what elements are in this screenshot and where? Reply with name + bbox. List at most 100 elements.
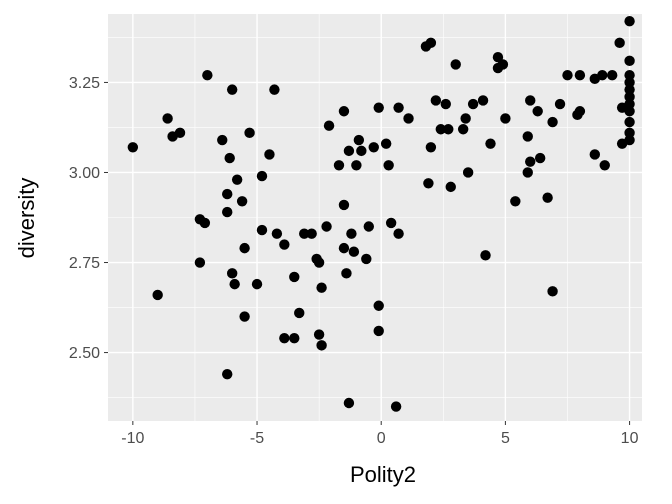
data-point bbox=[535, 153, 545, 163]
data-point bbox=[217, 135, 227, 145]
data-point bbox=[393, 102, 403, 112]
data-point bbox=[272, 229, 282, 239]
data-point bbox=[391, 401, 401, 411]
data-point bbox=[341, 268, 351, 278]
data-point bbox=[383, 160, 393, 170]
data-point bbox=[468, 99, 478, 109]
data-point bbox=[252, 279, 262, 289]
data-point bbox=[478, 95, 488, 105]
data-point bbox=[532, 106, 542, 116]
data-point bbox=[269, 84, 279, 94]
data-point bbox=[289, 333, 299, 343]
data-point bbox=[314, 329, 324, 339]
data-point bbox=[460, 113, 470, 123]
data-point bbox=[624, 56, 634, 66]
data-point bbox=[294, 308, 304, 318]
data-point bbox=[523, 131, 533, 141]
data-point bbox=[374, 301, 384, 311]
data-point bbox=[624, 135, 634, 145]
data-point bbox=[222, 189, 232, 199]
data-point bbox=[525, 156, 535, 166]
data-point bbox=[500, 113, 510, 123]
data-point bbox=[349, 247, 359, 257]
data-point bbox=[344, 398, 354, 408]
data-point bbox=[369, 142, 379, 152]
data-point bbox=[443, 124, 453, 134]
y-axis-title: diversity bbox=[14, 178, 39, 259]
data-point bbox=[162, 113, 172, 123]
data-point bbox=[458, 124, 468, 134]
data-point bbox=[244, 128, 254, 138]
data-point bbox=[279, 239, 289, 249]
data-point bbox=[195, 257, 205, 267]
x-axis-title: Polity2 bbox=[350, 462, 416, 487]
data-point bbox=[257, 171, 267, 181]
data-point bbox=[316, 283, 326, 293]
data-point bbox=[222, 207, 232, 217]
data-point bbox=[614, 38, 624, 48]
data-point bbox=[607, 70, 617, 80]
data-point bbox=[374, 102, 384, 112]
data-point bbox=[480, 250, 490, 260]
data-point bbox=[227, 84, 237, 94]
data-point bbox=[222, 369, 232, 379]
data-point bbox=[202, 70, 212, 80]
data-point bbox=[624, 117, 634, 127]
data-point bbox=[510, 196, 520, 206]
data-point bbox=[386, 218, 396, 228]
data-point bbox=[624, 106, 634, 116]
data-point bbox=[562, 70, 572, 80]
data-point bbox=[555, 99, 565, 109]
data-point bbox=[356, 146, 366, 156]
data-point bbox=[575, 106, 585, 116]
data-point bbox=[128, 142, 138, 152]
data-point bbox=[346, 229, 356, 239]
data-point bbox=[426, 142, 436, 152]
y-tick-label: 3.25 bbox=[69, 75, 100, 92]
data-point bbox=[354, 135, 364, 145]
x-tick-label: 5 bbox=[501, 430, 510, 447]
data-point bbox=[314, 257, 324, 267]
x-tick-label: -5 bbox=[250, 430, 264, 447]
data-point bbox=[339, 106, 349, 116]
data-point bbox=[232, 174, 242, 184]
data-point bbox=[547, 117, 557, 127]
y-tick-label: 2.75 bbox=[69, 255, 100, 272]
data-point bbox=[374, 326, 384, 336]
data-point bbox=[523, 167, 533, 177]
data-point bbox=[306, 229, 316, 239]
data-point bbox=[237, 196, 247, 206]
x-tick-label: 0 bbox=[377, 430, 386, 447]
data-point bbox=[597, 70, 607, 80]
data-point bbox=[339, 200, 349, 210]
data-point bbox=[257, 225, 267, 235]
data-point bbox=[175, 128, 185, 138]
data-point bbox=[441, 99, 451, 109]
data-point bbox=[229, 279, 239, 289]
data-point bbox=[575, 70, 585, 80]
data-point bbox=[463, 167, 473, 177]
y-tick-label: 3.00 bbox=[69, 165, 100, 182]
data-point bbox=[324, 120, 334, 130]
data-point bbox=[542, 192, 552, 202]
data-point bbox=[498, 59, 508, 69]
data-point bbox=[423, 178, 433, 188]
data-point bbox=[600, 160, 610, 170]
x-tick-label: -10 bbox=[121, 430, 144, 447]
data-point bbox=[227, 268, 237, 278]
data-point bbox=[334, 160, 344, 170]
data-point bbox=[239, 311, 249, 321]
data-point bbox=[624, 16, 634, 26]
data-point bbox=[339, 243, 349, 253]
data-point bbox=[225, 153, 235, 163]
data-point bbox=[200, 218, 210, 228]
data-point bbox=[264, 149, 274, 159]
data-point bbox=[393, 229, 403, 239]
data-point bbox=[381, 138, 391, 148]
data-point bbox=[485, 138, 495, 148]
data-point bbox=[321, 221, 331, 231]
data-point bbox=[426, 38, 436, 48]
x-tick-label: 10 bbox=[621, 430, 639, 447]
data-point bbox=[525, 95, 535, 105]
